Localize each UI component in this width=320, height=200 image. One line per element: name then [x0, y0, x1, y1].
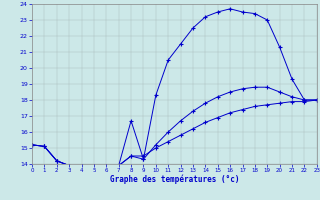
X-axis label: Graphe des températures (°c): Graphe des températures (°c) — [110, 175, 239, 184]
